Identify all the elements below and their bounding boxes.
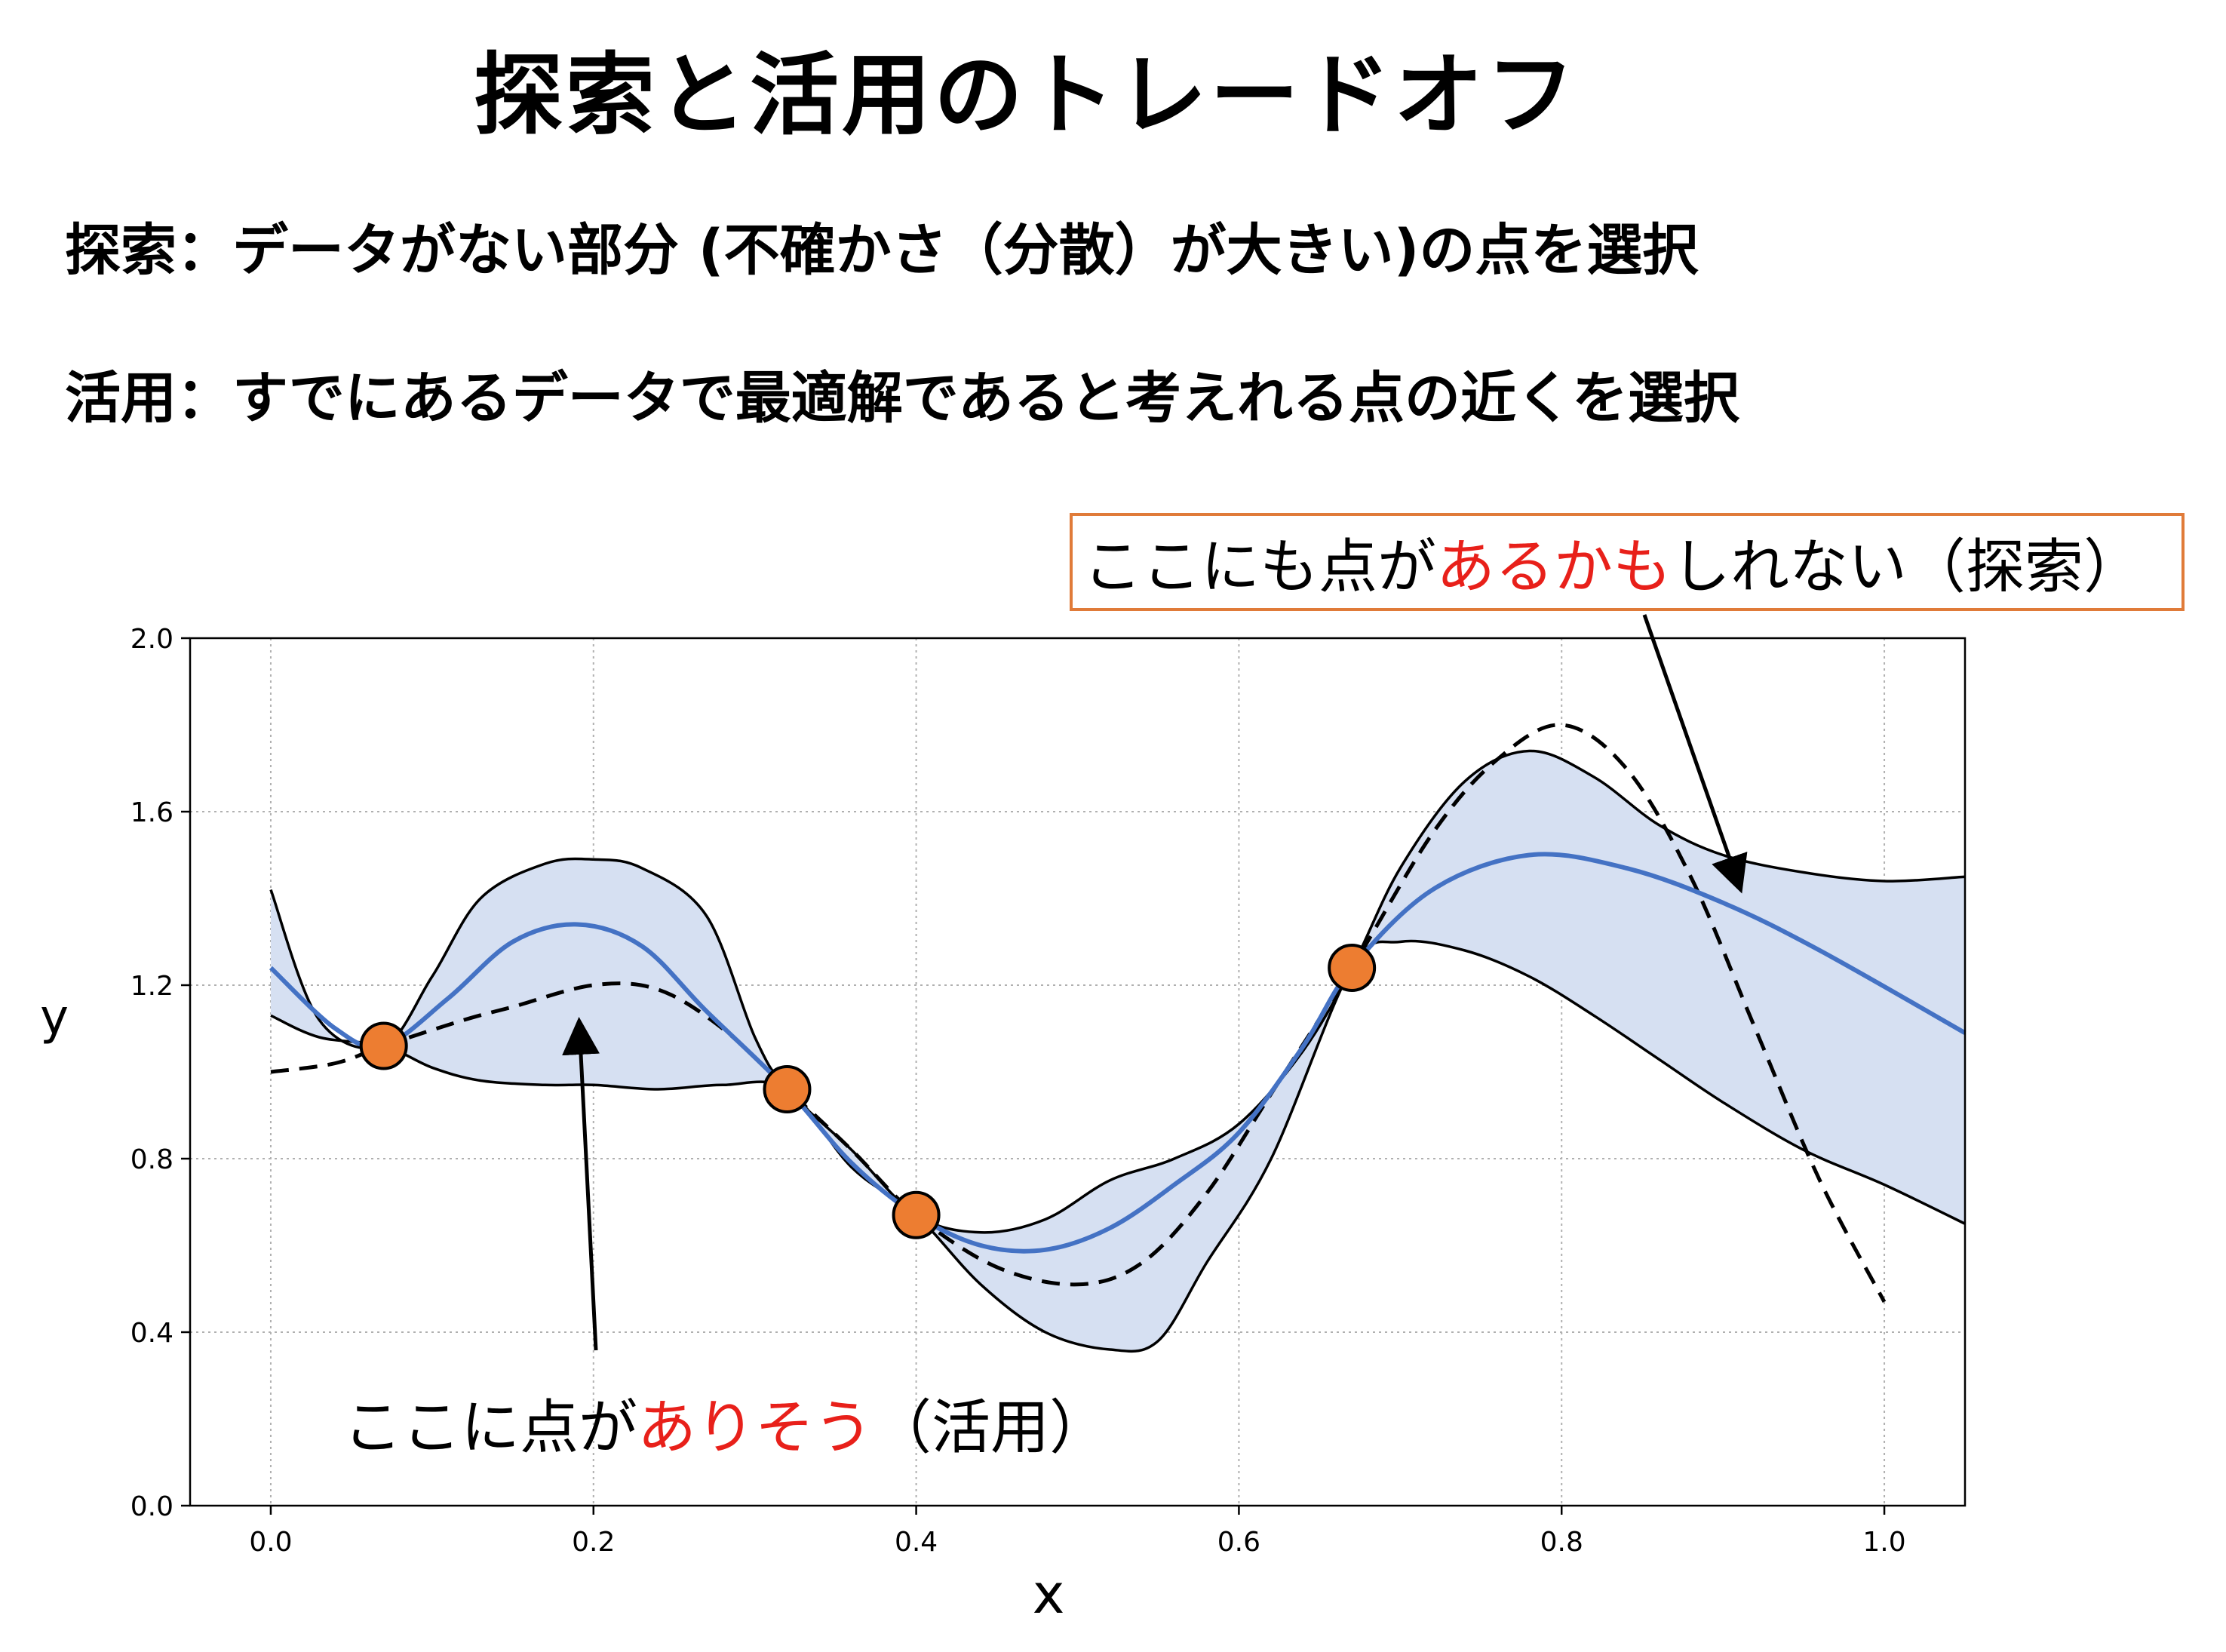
explore-annotation-prefix: ここにも点が [1083, 533, 1437, 601]
explore-arrow [1642, 614, 1748, 894]
upper-bound-line [269, 749, 1966, 1234]
x-tick-label: 0.4 [895, 1527, 938, 1558]
y-axis-label: y [40, 990, 69, 1046]
observation-point [359, 1021, 408, 1070]
true-function-line [270, 723, 1887, 1303]
plot-frame [189, 637, 1967, 1507]
exploit-annotation: ここに点がありそう（活用） [343, 1380, 1108, 1465]
observation-point [1328, 944, 1377, 992]
uncertainty-band [271, 751, 1965, 1352]
explore-annotation-highlight: あるかも [1436, 533, 1672, 601]
exploit-annotation-highlight: ありそう [637, 1394, 874, 1462]
mean-line [269, 852, 1967, 1254]
exploit-description: 活用：すでにあるデータで最適解であると考えれる点の近くを選択 [65, 366, 1739, 431]
explore-annotation: ここにも点が あるかも しれない（探索） [1070, 513, 2185, 611]
explore-annotation-suffix: しれない（探索） [1672, 533, 2143, 601]
observation-point [892, 1190, 941, 1239]
exploit-annotation-suffix: （活用） [873, 1394, 1109, 1462]
y-tick-label: 0.0 [130, 1491, 173, 1522]
x-tick-label: 0.8 [1540, 1527, 1583, 1558]
exploit-arrow [562, 1017, 600, 1351]
explore-description: 探索：データがない部分 (不確かさ（分散）が大きい)の点を選択 [65, 218, 1699, 283]
x-axis-label: x [1033, 1562, 1065, 1626]
y-tick-label: 1.6 [130, 797, 173, 828]
x-tick-label: 0.2 [572, 1527, 615, 1558]
lower-bound-line [270, 939, 1966, 1353]
x-tick-label: 0.6 [1217, 1527, 1260, 1558]
y-tick-label: 0.8 [130, 1144, 173, 1175]
y-tick-label: 2.0 [130, 624, 173, 655]
exploit-annotation-prefix: ここに点が [343, 1394, 638, 1462]
x-tick-label: 0.0 [249, 1527, 292, 1558]
y-tick-label: 0.4 [130, 1318, 173, 1349]
observation-point [763, 1065, 812, 1113]
page-title: 探索と活用のトレードオフ [473, 43, 1578, 147]
y-tick-label: 1.2 [130, 971, 173, 1002]
x-tick-label: 1.0 [1862, 1527, 1905, 1558]
